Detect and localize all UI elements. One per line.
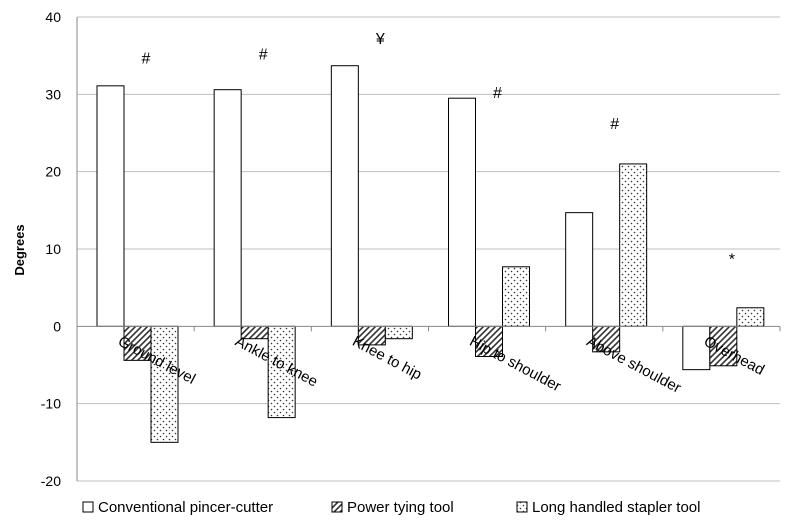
significance-marker: *	[729, 251, 735, 268]
significance-marker: #	[142, 50, 151, 67]
bar-dotted	[736, 307, 765, 327]
legend-label: Power tying tool	[347, 499, 454, 516]
bar-dotted	[502, 266, 530, 327]
bar-dotted	[150, 325, 179, 443]
y-tick-label: 20	[45, 164, 61, 180]
y-tick-label: -20	[41, 473, 61, 489]
significance-marker: #	[259, 47, 268, 64]
legend-label: Long handled stapler tool	[532, 499, 700, 516]
bar-plain	[448, 97, 476, 327]
significance-marker: ¥	[375, 31, 385, 48]
bar-plain	[330, 65, 359, 327]
bar-plain	[213, 89, 242, 327]
y-tick-label: 40	[45, 9, 61, 25]
category-label: Knee to hip	[349, 333, 424, 384]
y-tick-label: 30	[45, 86, 61, 102]
y-axis-title: Degrees	[12, 224, 27, 275]
significance-marker: #	[610, 116, 619, 133]
bar-plain	[96, 85, 125, 327]
gridlines	[77, 16, 780, 482]
legend-swatch	[516, 501, 528, 513]
bar-hatched	[709, 325, 738, 367]
y-tick-label: 0	[53, 318, 61, 334]
bars	[96, 65, 765, 443]
bar-dotted	[267, 325, 296, 419]
bar-hatched	[123, 325, 152, 361]
bar-plain	[682, 325, 711, 371]
legend-label: Conventional pincer-cutter	[98, 499, 273, 516]
category-label: Hip to shoulder	[467, 333, 564, 395]
legend-swatch	[82, 501, 94, 513]
bar-plain	[565, 212, 594, 327]
significance-marker: #	[493, 85, 502, 102]
y-tick-label: -10	[41, 396, 61, 412]
bar-dotted	[619, 163, 648, 327]
bar-dotted	[384, 325, 413, 340]
category-label: Above shoulder	[584, 333, 684, 397]
y-tick-label: 10	[45, 241, 61, 257]
axes	[76, 17, 781, 481]
bar-hatched	[475, 325, 503, 357]
legend-swatch	[331, 501, 343, 513]
legend: Conventional pincer-cutter Power tying to…	[82, 499, 700, 516]
